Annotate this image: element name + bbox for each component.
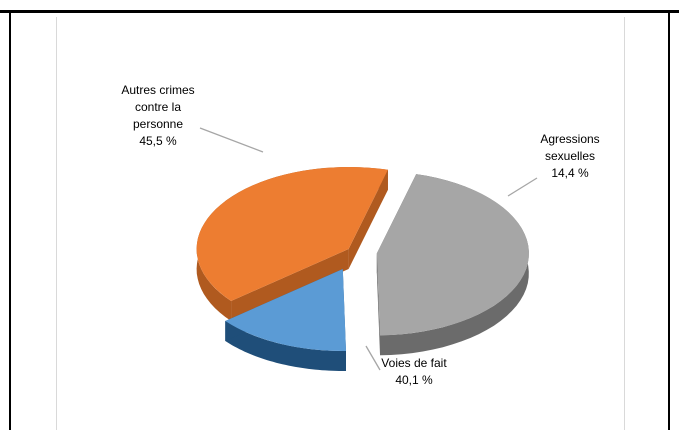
slice-0-value-label: 45,5 %: [139, 134, 177, 148]
slice-0-category-label: personne: [133, 117, 183, 131]
slice-1-category-label: Agressions: [540, 132, 599, 146]
slice-2-value-label: 40,1 %: [395, 373, 433, 387]
leader-line-1: [508, 178, 537, 196]
leader-line-0: [200, 128, 263, 152]
slice-1-value-label: 14,4 %: [551, 166, 589, 180]
slice-1-category-label: sexuelles: [545, 149, 595, 163]
slice-2-category-label: Voies de fait: [381, 356, 447, 370]
leader-line-2: [366, 346, 380, 370]
slice-0-category-label: contre la: [135, 100, 181, 114]
slice-0-category-label: Autres crimes: [121, 83, 194, 97]
